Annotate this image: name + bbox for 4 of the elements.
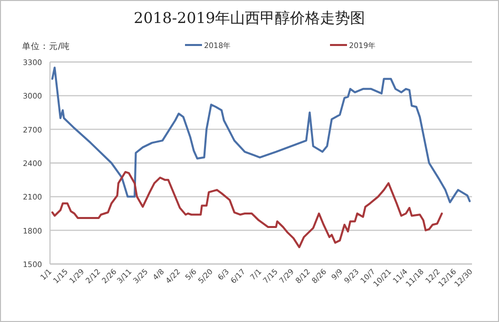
line-series	[51, 66, 471, 204]
chart-title: 2018-2019年山西甲醇价格走势图	[134, 9, 366, 27]
y-axis-title: 单位：元/吨	[22, 41, 70, 52]
line-series	[51, 170, 443, 248]
